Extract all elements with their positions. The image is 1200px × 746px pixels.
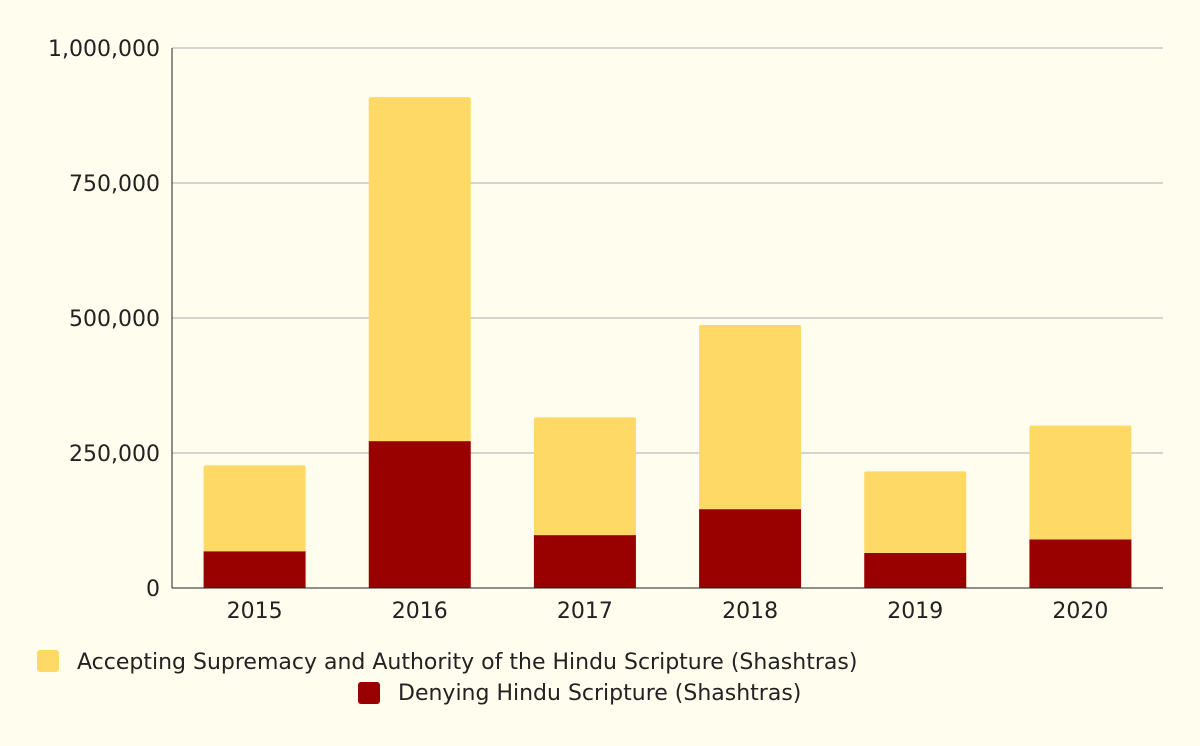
bar-segment-denying-2020[interactable] — [1029, 539, 1132, 588]
bar-segment-accepting-2015[interactable] — [203, 465, 306, 552]
bars — [203, 97, 1132, 588]
bar-segment-denying-2016[interactable] — [368, 441, 471, 588]
bar-segment-denying-2015[interactable] — [203, 551, 306, 588]
y-tick-label: 750,000 — [69, 172, 160, 197]
y-tick-label: 500,000 — [69, 307, 160, 332]
legend-label-denying: Denying Hindu Scripture (Shashtras) — [398, 681, 801, 706]
bar-segment-accepting-2018[interactable] — [699, 325, 802, 510]
y-tick-label: 0 — [146, 577, 160, 602]
bar-segment-denying-2019[interactable] — [864, 552, 967, 588]
legend-item-accepting[interactable]: Accepting Supremacy and Authority of the… — [37, 650, 857, 675]
x-tick-label: 2020 — [1052, 599, 1108, 624]
legend-swatch-denying — [358, 682, 380, 704]
x-tick-label: 2018 — [722, 599, 778, 624]
x-tick-label: 2015 — [227, 599, 283, 624]
grid-lines — [172, 47, 1163, 454]
bar-segment-denying-2017[interactable] — [533, 535, 636, 588]
legend: Accepting Supremacy and Authority of the… — [37, 650, 857, 706]
bar-segment-accepting-2019[interactable] — [864, 471, 967, 553]
x-tick-label: 2017 — [557, 599, 613, 624]
legend-item-denying[interactable]: Denying Hindu Scripture (Shashtras) — [358, 681, 801, 706]
legend-swatch-accepting — [37, 650, 59, 672]
bar-segment-accepting-2020[interactable] — [1029, 425, 1132, 540]
x-axis-tick-labels: 2015 2016 2017 2018 2019 2020 — [227, 599, 1109, 624]
bar-segment-denying-2018[interactable] — [699, 509, 802, 588]
x-tick-label: 2019 — [887, 599, 943, 624]
x-tick-label: 2016 — [392, 599, 448, 624]
y-tick-label: 1,000,000 — [48, 37, 160, 62]
y-axis-tick-labels: 0 250,000 500,000 750,000 1,000,000 — [48, 37, 160, 602]
y-tick-label: 250,000 — [69, 442, 160, 467]
bar-segment-accepting-2017[interactable] — [533, 417, 636, 536]
bar-segment-accepting-2016[interactable] — [368, 97, 471, 442]
legend-label-accepting: Accepting Supremacy and Authority of the… — [77, 650, 857, 675]
